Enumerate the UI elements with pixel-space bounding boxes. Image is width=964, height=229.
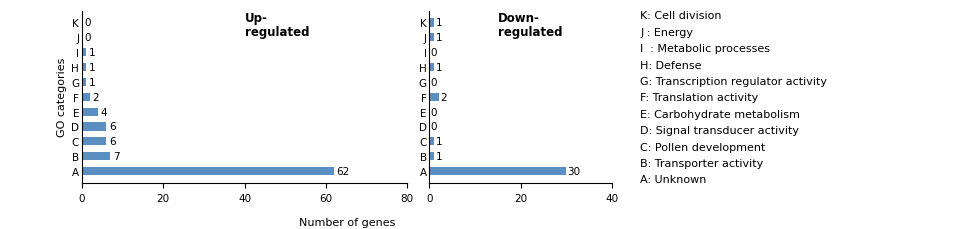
Bar bbox=[430, 19, 434, 27]
Text: 2: 2 bbox=[440, 92, 446, 102]
Bar bbox=[82, 138, 106, 146]
Text: Down-
regulated: Down- regulated bbox=[497, 11, 562, 39]
Text: 1: 1 bbox=[89, 48, 95, 58]
Text: 0: 0 bbox=[431, 122, 438, 132]
Text: 1: 1 bbox=[436, 63, 442, 73]
Text: 2: 2 bbox=[93, 92, 99, 102]
Bar bbox=[430, 138, 434, 146]
Bar bbox=[82, 49, 86, 57]
Text: 62: 62 bbox=[336, 166, 350, 176]
Text: 0: 0 bbox=[431, 48, 438, 58]
Text: 1: 1 bbox=[436, 18, 442, 28]
Text: F: Translation activity: F: Translation activity bbox=[640, 93, 759, 103]
Bar bbox=[430, 153, 434, 161]
Text: 1: 1 bbox=[436, 152, 442, 161]
Bar bbox=[430, 34, 434, 42]
Text: E: Carbohydrate metabolism: E: Carbohydrate metabolism bbox=[640, 109, 800, 119]
Bar bbox=[82, 153, 111, 161]
Text: Up-
regulated: Up- regulated bbox=[245, 11, 309, 39]
Bar bbox=[82, 64, 86, 72]
Text: 1: 1 bbox=[436, 33, 442, 43]
Bar bbox=[430, 93, 439, 101]
Text: D: Signal transducer activity: D: Signal transducer activity bbox=[640, 126, 799, 136]
Text: J : Energy: J : Energy bbox=[640, 28, 693, 38]
Text: K: Cell division: K: Cell division bbox=[640, 11, 722, 21]
Text: 0: 0 bbox=[85, 18, 91, 28]
Bar bbox=[82, 167, 335, 175]
Bar bbox=[430, 167, 566, 175]
Text: I  : Metabolic processes: I : Metabolic processes bbox=[640, 44, 770, 54]
Text: 0: 0 bbox=[431, 107, 438, 117]
Text: 7: 7 bbox=[113, 152, 120, 161]
Text: G: Transcription regulator activity: G: Transcription regulator activity bbox=[640, 77, 827, 87]
Bar bbox=[430, 64, 434, 72]
Text: H: Defense: H: Defense bbox=[640, 60, 702, 70]
Bar bbox=[82, 93, 90, 101]
Text: 30: 30 bbox=[568, 166, 580, 176]
Text: 0: 0 bbox=[85, 33, 91, 43]
Text: 1: 1 bbox=[436, 137, 442, 147]
Y-axis label: GO categories: GO categories bbox=[57, 58, 67, 137]
Bar bbox=[82, 79, 86, 87]
Text: 6: 6 bbox=[109, 137, 116, 147]
Bar bbox=[82, 108, 98, 116]
Text: 0: 0 bbox=[431, 78, 438, 87]
Text: Number of genes: Number of genes bbox=[299, 217, 395, 227]
Text: B: Transporter activity: B: Transporter activity bbox=[640, 158, 763, 168]
Text: 1: 1 bbox=[89, 78, 95, 87]
Text: 1: 1 bbox=[89, 63, 95, 73]
Text: C: Pollen development: C: Pollen development bbox=[640, 142, 765, 152]
Text: A: Unknown: A: Unknown bbox=[640, 174, 707, 185]
Bar bbox=[82, 123, 106, 131]
Text: 4: 4 bbox=[100, 107, 107, 117]
Text: 6: 6 bbox=[109, 122, 116, 132]
